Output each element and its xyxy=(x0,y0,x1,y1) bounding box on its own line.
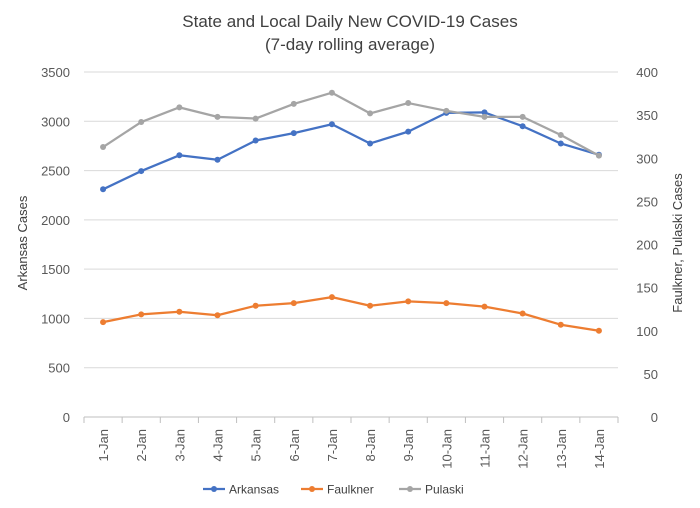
y2-tick-label: 0 xyxy=(651,410,658,425)
data-point-pulaski xyxy=(328,89,335,96)
data-point-pulaski xyxy=(405,100,412,107)
legend-label: Pulaski xyxy=(425,483,464,497)
legend-item-arkansas: Arkansas xyxy=(203,483,279,497)
data-point-faulkner xyxy=(214,312,221,319)
y-tick-label: 2000 xyxy=(41,213,70,228)
data-point-pulaski xyxy=(176,104,183,111)
y-axis-right: 0 50 100 150 200 250 300 350 400 xyxy=(636,65,658,425)
y2-tick-label: 350 xyxy=(636,108,658,123)
data-point-arkansas xyxy=(290,130,297,137)
chart-subtitle: (7-day rolling average) xyxy=(265,35,435,54)
data-point-arkansas xyxy=(214,156,221,163)
data-point-faulkner xyxy=(557,321,564,328)
chart-title: State and Local Daily New COVID-19 Cases xyxy=(182,12,517,31)
data-point-faulkner xyxy=(367,302,374,309)
y2-axis-label: Faulkner, Pulaski Cases xyxy=(670,173,685,313)
y2-tick-label: 250 xyxy=(636,194,658,209)
data-point-pulaski xyxy=(595,152,602,159)
x-tick-label: 10-Jan xyxy=(439,429,454,469)
legend-label: Arkansas xyxy=(229,483,279,497)
data-point-arkansas xyxy=(138,168,145,175)
legend-swatch-marker xyxy=(309,486,315,492)
x-tick-label: 9-Jan xyxy=(401,429,416,462)
legend: Arkansas Faulkner Pulaski xyxy=(203,483,464,497)
data-point-faulkner xyxy=(176,308,183,315)
y2-tick-label: 200 xyxy=(636,238,658,253)
data-point-arkansas xyxy=(328,121,335,128)
y2-tick-label: 150 xyxy=(636,281,658,296)
series-pulaski xyxy=(100,89,602,159)
series-arkansas xyxy=(100,109,602,193)
x-tick-label: 12-Jan xyxy=(516,429,531,469)
data-point-pulaski xyxy=(443,107,450,114)
data-point-arkansas xyxy=(519,123,526,130)
data-point-pulaski xyxy=(214,113,221,120)
data-point-faulkner xyxy=(290,300,297,307)
x-tick-label: 13-Jan xyxy=(554,429,569,469)
data-point-pulaski xyxy=(100,144,107,151)
series-faulkner xyxy=(100,294,602,334)
x-tick-label: 5-Jan xyxy=(249,429,264,462)
x-tick-label: 6-Jan xyxy=(287,429,302,462)
gridlines xyxy=(84,71,618,418)
data-point-arkansas xyxy=(405,128,412,135)
legend-swatch-marker xyxy=(211,486,217,492)
data-point-faulkner xyxy=(100,319,107,326)
data-point-faulkner xyxy=(481,303,488,310)
data-point-pulaski xyxy=(481,113,488,120)
x-tick-label: 7-Jan xyxy=(325,429,340,462)
y2-tick-label: 400 xyxy=(636,65,658,80)
y-tick-label: 2500 xyxy=(41,164,70,179)
data-point-faulkner xyxy=(595,327,602,334)
y-tick-label: 3000 xyxy=(41,114,70,129)
x-axis: 1-Jan 2-Jan 3-Jan 4-Jan 5-Jan 6-Jan 7-Jan 8-Jan… xyxy=(83,417,619,469)
y2-tick-label: 300 xyxy=(636,151,658,166)
data-point-pulaski xyxy=(290,100,297,107)
legend-item-faulkner: Faulkner xyxy=(301,483,374,497)
x-tick-label: 8-Jan xyxy=(363,429,378,462)
legend-label: Faulkner xyxy=(327,483,374,497)
data-point-faulkner xyxy=(405,298,412,305)
y-tick-label: 500 xyxy=(48,361,70,376)
data-point-arkansas xyxy=(100,186,107,193)
data-point-arkansas xyxy=(367,140,374,147)
series-line-arkansas xyxy=(102,111,600,191)
data-point-faulkner xyxy=(443,300,450,307)
data-point-faulkner xyxy=(519,310,526,317)
x-tick-label: 1-Jan xyxy=(96,429,111,462)
x-tick-label: 2-Jan xyxy=(134,429,149,462)
data-point-pulaski xyxy=(557,131,564,138)
data-point-pulaski xyxy=(252,115,259,122)
y-tick-label: 3500 xyxy=(41,65,70,80)
legend-swatch-marker xyxy=(407,486,413,492)
series-line-faulkner xyxy=(102,295,600,332)
x-tick-label: 14-Jan xyxy=(592,429,607,469)
data-point-arkansas xyxy=(176,152,183,159)
x-tick-label: 4-Jan xyxy=(211,429,226,462)
data-point-arkansas xyxy=(252,137,259,144)
data-point-pulaski xyxy=(367,110,374,117)
y-tick-label: 1500 xyxy=(41,262,70,277)
data-point-arkansas xyxy=(481,109,488,116)
y-axis-left: 0 500 1000 1500 2000 2500 3000 3500 xyxy=(41,65,70,425)
x-tick-label: 11-Jan xyxy=(478,429,493,468)
series-group xyxy=(100,89,602,334)
x-tick-label: 3-Jan xyxy=(172,429,187,462)
y2-tick-label: 50 xyxy=(644,367,658,382)
y-tick-label: 0 xyxy=(63,410,70,425)
data-point-faulkner xyxy=(138,311,145,318)
legend-item-pulaski: Pulaski xyxy=(399,483,464,497)
y-axis-label: Arkansas Cases xyxy=(15,195,30,290)
y-tick-label: 1000 xyxy=(41,311,70,326)
data-point-arkansas xyxy=(557,140,564,147)
series-line-pulaski xyxy=(102,91,600,157)
data-point-faulkner xyxy=(328,294,335,301)
data-point-pulaski xyxy=(519,113,526,120)
data-point-pulaski xyxy=(138,119,145,126)
y2-tick-label: 100 xyxy=(636,324,658,339)
data-point-faulkner xyxy=(252,302,259,309)
